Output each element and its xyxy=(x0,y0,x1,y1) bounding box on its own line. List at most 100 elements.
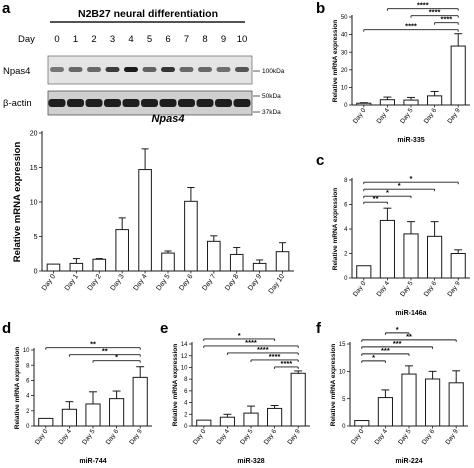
x-tick-label: Day 1 xyxy=(64,273,80,292)
blot-day-8: 8 xyxy=(202,34,207,45)
x-axis-title: miR-146a xyxy=(395,310,426,317)
chart-mir-146a: 0 2 4 6 8 Relative mRNA expression Day 0 Day 4 D… xyxy=(332,174,470,317)
significance-label: **** xyxy=(257,345,269,354)
actin-band xyxy=(160,99,177,107)
y-tick-label: 5 xyxy=(34,234,38,241)
actin-band xyxy=(234,99,251,107)
x-tick-label: Day 5 xyxy=(399,107,415,125)
x-tick-label: Day 5 xyxy=(81,428,97,446)
chart-npas4: Npas4 0 5 10 15 20 Relative mRNA expression Day… xyxy=(12,113,294,295)
significance-label: **** xyxy=(417,1,429,10)
npas4-band xyxy=(106,67,120,72)
x-tick-label: Day 4 xyxy=(376,280,392,298)
blot-day-7: 7 xyxy=(184,34,189,45)
panel-letter-f: f xyxy=(316,320,322,337)
bar xyxy=(426,379,440,426)
y-tick-label: 8 xyxy=(184,377,188,383)
bar xyxy=(449,383,463,426)
bar xyxy=(276,252,289,271)
x-tick-label: Day 6 xyxy=(178,273,194,292)
significance-label: **** xyxy=(441,15,453,24)
significance-label: ** xyxy=(373,194,379,203)
y-tick-label: 30 xyxy=(341,50,348,56)
bar xyxy=(230,254,243,271)
y-tick-label: 8 xyxy=(26,363,30,369)
x-tick-label: Day 0 xyxy=(34,428,50,446)
bar xyxy=(253,263,266,271)
y-tick-label: 0 xyxy=(26,424,30,430)
bar xyxy=(62,409,76,426)
bar xyxy=(291,373,305,426)
y-tick-label: 0 xyxy=(344,276,348,282)
bar xyxy=(244,413,258,426)
y-tick-label: 14 xyxy=(181,342,188,348)
blot-day-numbers: 0 1 2 3 4 5 6 7 8 9 10 xyxy=(54,34,247,45)
y-axis-title: Relative mRNA expression xyxy=(172,344,179,427)
significance-label: **** xyxy=(405,22,417,31)
npas4-band xyxy=(217,67,231,72)
x-tick-label: Day 6 xyxy=(423,107,439,125)
significance-label: * xyxy=(115,353,118,362)
npas4-band xyxy=(235,67,249,72)
x-tick-label: Day 6 xyxy=(423,280,439,298)
x-tick-label: Day 0 xyxy=(192,428,208,446)
npas4-band xyxy=(50,67,64,72)
x-tick-label: Day 4 xyxy=(58,428,74,446)
chart-title: Npas4 xyxy=(151,113,184,125)
bar xyxy=(402,374,416,426)
y-tick-label: 8 xyxy=(344,178,348,184)
y-tick-label: 20 xyxy=(30,130,38,137)
bar xyxy=(86,404,100,426)
actin-band xyxy=(178,99,195,107)
bar xyxy=(268,408,282,426)
bar xyxy=(451,46,465,105)
x-tick-label: Day 6 xyxy=(263,428,279,446)
y-tick-label: 0 xyxy=(342,424,346,430)
y-tick-label: 10 xyxy=(181,366,188,372)
bar xyxy=(357,266,371,278)
y-tick-label: 6 xyxy=(26,379,30,385)
x-tick-label: Day 9 xyxy=(128,428,144,446)
x-tick-label: Day 0 xyxy=(41,273,57,292)
bar xyxy=(220,417,234,426)
npas4-band xyxy=(143,67,157,72)
actin-band xyxy=(215,99,232,107)
significance-label: * xyxy=(396,325,399,334)
y-tick-label: 2 xyxy=(184,412,188,418)
significance-label: **** xyxy=(281,359,293,368)
blot-day-3: 3 xyxy=(110,34,115,45)
bar xyxy=(47,264,60,271)
y-tick-label: 5 xyxy=(342,397,346,403)
x-tick-label: Day 10 xyxy=(268,273,287,295)
x-tick-label: Day 3 xyxy=(110,273,126,292)
blot-row-label-npas4: Npas4 xyxy=(3,66,30,77)
bar xyxy=(208,241,221,271)
x-tick-label: Day 9 xyxy=(446,107,462,125)
chart-mir-224: 051015Relative mRNA expressionDay 0 Day 4… xyxy=(330,325,468,465)
significance-label: ** xyxy=(90,340,96,349)
y-tick-label: 0 xyxy=(34,268,38,275)
x-axis-title: miR-744 xyxy=(79,458,106,465)
npas4-band xyxy=(161,67,175,72)
bar xyxy=(428,96,442,105)
y-tick-label: 50 xyxy=(341,15,348,21)
bar xyxy=(70,263,83,271)
significance-label: **** xyxy=(245,338,257,347)
y-tick-label: 10 xyxy=(30,199,38,206)
y-tick-label: 12 xyxy=(181,354,188,360)
npas4-band xyxy=(198,67,212,72)
bar xyxy=(93,259,106,271)
y-tick-label: 10 xyxy=(339,369,346,375)
npas4-band xyxy=(124,67,138,72)
bar xyxy=(380,220,394,278)
x-tick-label: Day 0 xyxy=(352,280,368,298)
blot-marker-100kda: 100kDa xyxy=(262,68,285,75)
bar xyxy=(139,170,152,271)
y-tick-label: 20 xyxy=(341,68,348,74)
blot-day-5: 5 xyxy=(147,34,152,45)
x-tick-label: Day 5 xyxy=(155,273,171,292)
